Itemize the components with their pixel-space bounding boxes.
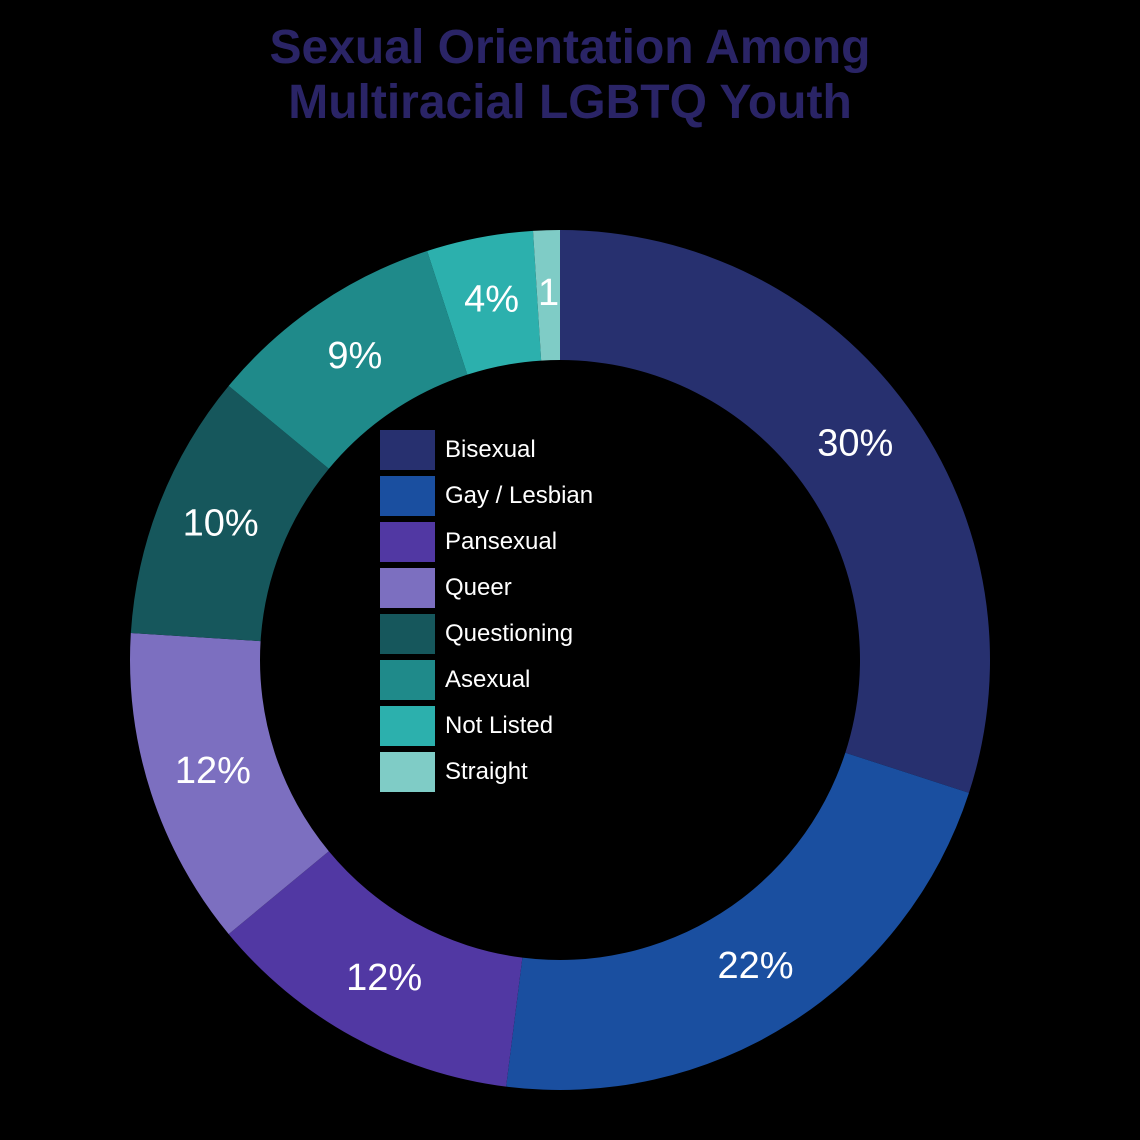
legend-item: Not Listed: [380, 706, 593, 746]
slice-label: 4%: [464, 278, 519, 320]
legend-swatch: [380, 568, 435, 608]
chart-title-line1: Sexual Orientation Among: [270, 21, 871, 74]
legend-label: Queer: [445, 574, 512, 602]
slice-label: 22%: [718, 945, 794, 987]
legend-item: Questioning: [380, 614, 593, 654]
legend-label: Pansexual: [445, 528, 557, 556]
slice-label: 9%: [327, 335, 382, 377]
legend-swatch: [380, 752, 435, 792]
legend-item: Queer: [380, 568, 593, 608]
legend-swatch: [380, 522, 435, 562]
slice-label: 30%: [817, 422, 893, 464]
legend-item: Bisexual: [380, 430, 593, 470]
legend-label: Not Listed: [445, 712, 553, 740]
legend-item: Asexual: [380, 660, 593, 700]
slice-label: 12%: [175, 750, 251, 792]
legend-label: Asexual: [445, 666, 530, 694]
slice-label: 1: [538, 272, 559, 314]
chart-title: Sexual Orientation Among Multiracial LGB…: [0, 20, 1140, 130]
donut-slice: [560, 230, 990, 793]
legend-item: Straight: [380, 752, 593, 792]
legend-swatch: [380, 614, 435, 654]
legend-swatch: [380, 430, 435, 470]
legend-label: Gay / Lesbian: [445, 482, 593, 510]
slice-label: 12%: [346, 957, 422, 999]
legend-label: Bisexual: [445, 436, 536, 464]
legend-swatch: [380, 660, 435, 700]
legend-label: Straight: [445, 758, 528, 786]
slice-label: 10%: [183, 503, 259, 545]
chart-title-line2: Multiracial LGBTQ Youth: [288, 76, 852, 129]
donut-slice: [506, 753, 969, 1090]
legend: Bisexual Gay / Lesbian Pansexual Queer Quest…: [380, 430, 593, 792]
legend-item: Gay / Lesbian: [380, 476, 593, 516]
legend-swatch: [380, 706, 435, 746]
legend-swatch: [380, 476, 435, 516]
legend-label: Questioning: [445, 620, 573, 648]
legend-item: Pansexual: [380, 522, 593, 562]
